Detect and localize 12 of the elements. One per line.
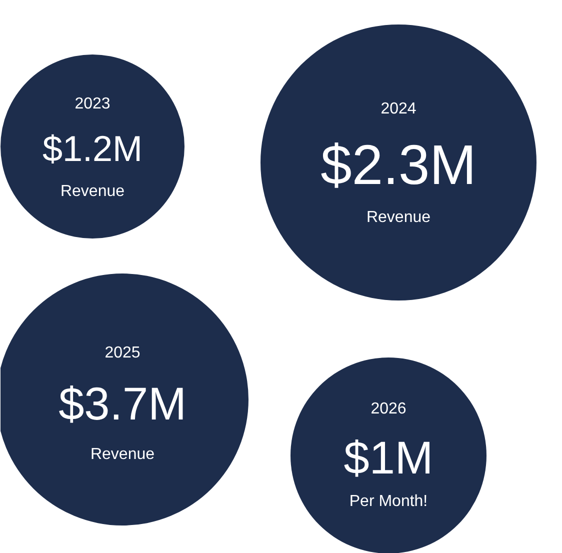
data-label: $2.3M — [320, 133, 476, 196]
text: Revenue — [60, 183, 125, 200]
text: Per Month! — [349, 493, 428, 510]
data-label: $1.2M — [42, 128, 143, 169]
category-label: 2026 — [370, 400, 406, 418]
category-label: 2023 — [74, 96, 110, 112]
category-label: 2024 — [380, 100, 416, 118]
data-label: $3.7M — [58, 378, 186, 430]
data-label: $1M — [344, 432, 434, 484]
text: Revenue — [90, 446, 155, 463]
category-label: 2025 — [104, 344, 140, 362]
text: Revenue — [366, 209, 431, 226]
